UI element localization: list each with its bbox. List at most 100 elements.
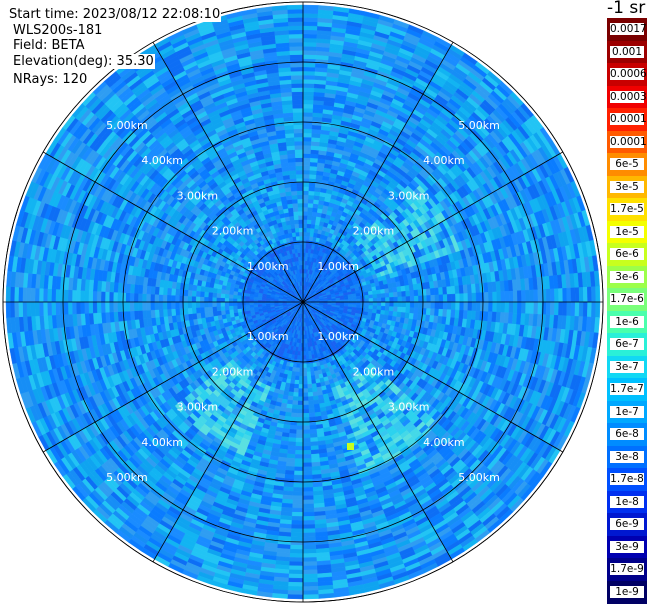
radar-bin [302,507,315,513]
radar-bin [459,301,465,311]
radar-bin [302,74,316,80]
radar-bin [302,532,316,538]
radar-bin [302,235,307,241]
radar-bin [512,290,518,303]
radar-bin [302,83,315,88]
radar-bin [496,301,502,313]
radar-bin [405,296,411,303]
radar-bin [442,294,448,303]
radar-bin [381,301,386,307]
radar-bin [525,301,531,315]
radar-bin [413,289,419,297]
radar-bin [430,301,436,310]
radar-bin [414,301,419,309]
radar-bin [302,413,310,418]
radar-bin [302,17,319,23]
radar-bin [298,375,304,381]
radar-bin [297,400,304,406]
radar-bin [302,450,312,455]
radar-bin [293,466,304,472]
radar-bin [302,561,318,567]
radar-bin [306,223,312,229]
radar-bin [554,288,559,303]
radar-bin [310,371,315,377]
radar-bin [302,132,313,138]
radar-bin [451,301,456,311]
radar-bin [570,287,576,303]
radar-bin [517,301,522,314]
radar-bin [302,206,309,212]
radar-bin [289,424,297,430]
radar-bin [302,544,317,550]
radar-bin [521,290,526,303]
radar-bin [578,287,584,303]
radar-bin [352,298,357,303]
radar-bin [429,308,436,317]
radar-bin [578,301,584,317]
radar-bin [442,286,448,295]
radar-bin [393,296,399,303]
radar-bin [302,487,314,492]
radar-bin [409,307,415,314]
radar-bin [302,50,317,56]
radar-bin [302,466,313,472]
radar-bin [438,287,444,296]
radar-bin [384,306,390,312]
radar-bin [292,495,304,501]
radar-bin [305,346,309,352]
radar-bin [302,384,308,389]
radar-bin [426,301,432,309]
radar-bin [306,219,312,225]
radar-bin [302,215,308,220]
radar-bin [562,301,568,317]
radar-bin [302,107,314,113]
radar-bin [307,202,314,208]
radar-bin [288,577,304,583]
radar-bin [471,292,477,303]
radar-bin [512,301,518,314]
radar-bin [393,301,399,308]
radar-bin [525,289,531,303]
radar-bin [305,355,310,360]
radar-bin [302,569,318,575]
radar-bin [295,437,304,443]
radar-bin [302,503,315,509]
radar-bin [401,306,407,314]
radar-bin [401,301,407,308]
radar-bin [289,553,304,558]
radar-bin [302,136,312,142]
radar-bin [307,400,315,406]
radar-bin [299,367,304,373]
radar-bin [306,367,311,373]
radar-bin [302,404,309,410]
radar-bin [291,507,304,513]
radar-bin [302,190,310,196]
radar-bin [302,520,315,525]
radar-bin [504,301,510,314]
radar-bin [289,557,304,563]
radar-bin [434,287,440,296]
radar-bin [293,470,304,476]
radar-bin [306,371,311,377]
radar-bin [309,161,318,167]
radar-bin [566,287,572,303]
radar-bin [295,433,304,439]
radar-bin [302,227,308,233]
radar-bin [384,292,390,298]
radar-bin [302,408,310,414]
radar-bins [5,4,601,600]
radar-bin [302,4,319,10]
radar-bin [302,145,312,150]
radar-bin [302,524,316,530]
radar-bin [521,301,526,314]
radar-bin [302,95,315,101]
radar-bin [484,292,489,303]
radar-bin [446,301,452,310]
radar-bin [429,287,436,296]
radar-bin [356,298,361,303]
radar-bin [295,441,304,447]
radar-bin [418,295,423,303]
radar-bin [545,288,551,303]
radar-bin [308,416,316,422]
radar-bin [368,298,374,303]
